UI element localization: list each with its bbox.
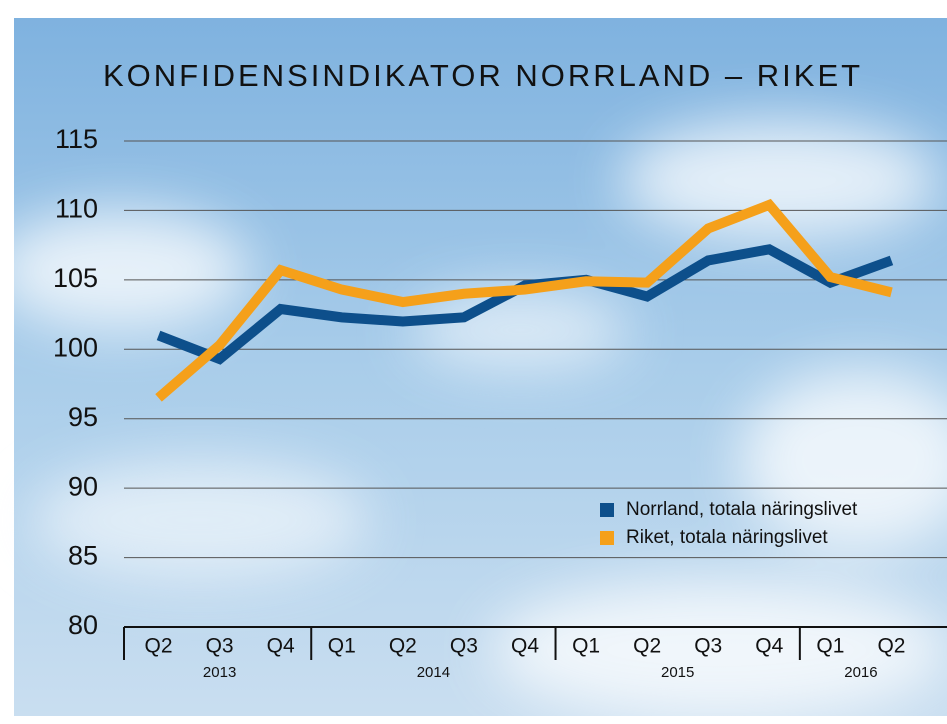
x-tick-label: Q1 — [816, 635, 844, 658]
x-group-label: 2014 — [417, 664, 450, 681]
x-group-label: 2015 — [661, 664, 694, 681]
x-tick-label: Q3 — [694, 635, 722, 658]
y-tick-label: 80 — [68, 610, 98, 640]
x-tick-label: Q4 — [755, 635, 783, 658]
x-tick-label: Q4 — [511, 635, 539, 658]
legend-swatch — [600, 503, 614, 517]
legend-label: Riket, totala näringslivet — [626, 527, 828, 548]
y-tick-label: 110 — [55, 194, 98, 224]
y-tick-label: 90 — [68, 471, 98, 501]
chart: KONFIDENSINDIKATOR NORRLAND – RIKET 80 85… — [0, 0, 947, 724]
x-tick-label: Q3 — [206, 635, 234, 658]
x-tick-label: Q1 — [572, 635, 600, 658]
x-group-label: 2013 — [203, 664, 236, 681]
x-tick-label: Q1 — [328, 635, 356, 658]
x-tick-label: Q2 — [389, 635, 417, 658]
y-tick-label: 115 — [55, 124, 98, 154]
x-tick-label: Q2 — [877, 635, 905, 658]
y-tick-label: 105 — [53, 263, 98, 293]
y-tick-label: 100 — [53, 332, 98, 362]
x-group-label: 2016 — [844, 664, 877, 681]
y-tick-label: 95 — [68, 402, 98, 432]
x-tick-label: Q4 — [267, 635, 295, 658]
chart-title: KONFIDENSINDIKATOR NORRLAND – RIKET — [103, 58, 863, 93]
x-tick-label: Q3 — [450, 635, 478, 658]
x-tick-label: Q2 — [633, 635, 661, 658]
y-tick-label: 85 — [68, 541, 98, 571]
legend-label: Norrland, totala näringslivet — [626, 499, 858, 520]
legend-swatch — [600, 531, 614, 545]
x-tick-label: Q2 — [145, 635, 173, 658]
